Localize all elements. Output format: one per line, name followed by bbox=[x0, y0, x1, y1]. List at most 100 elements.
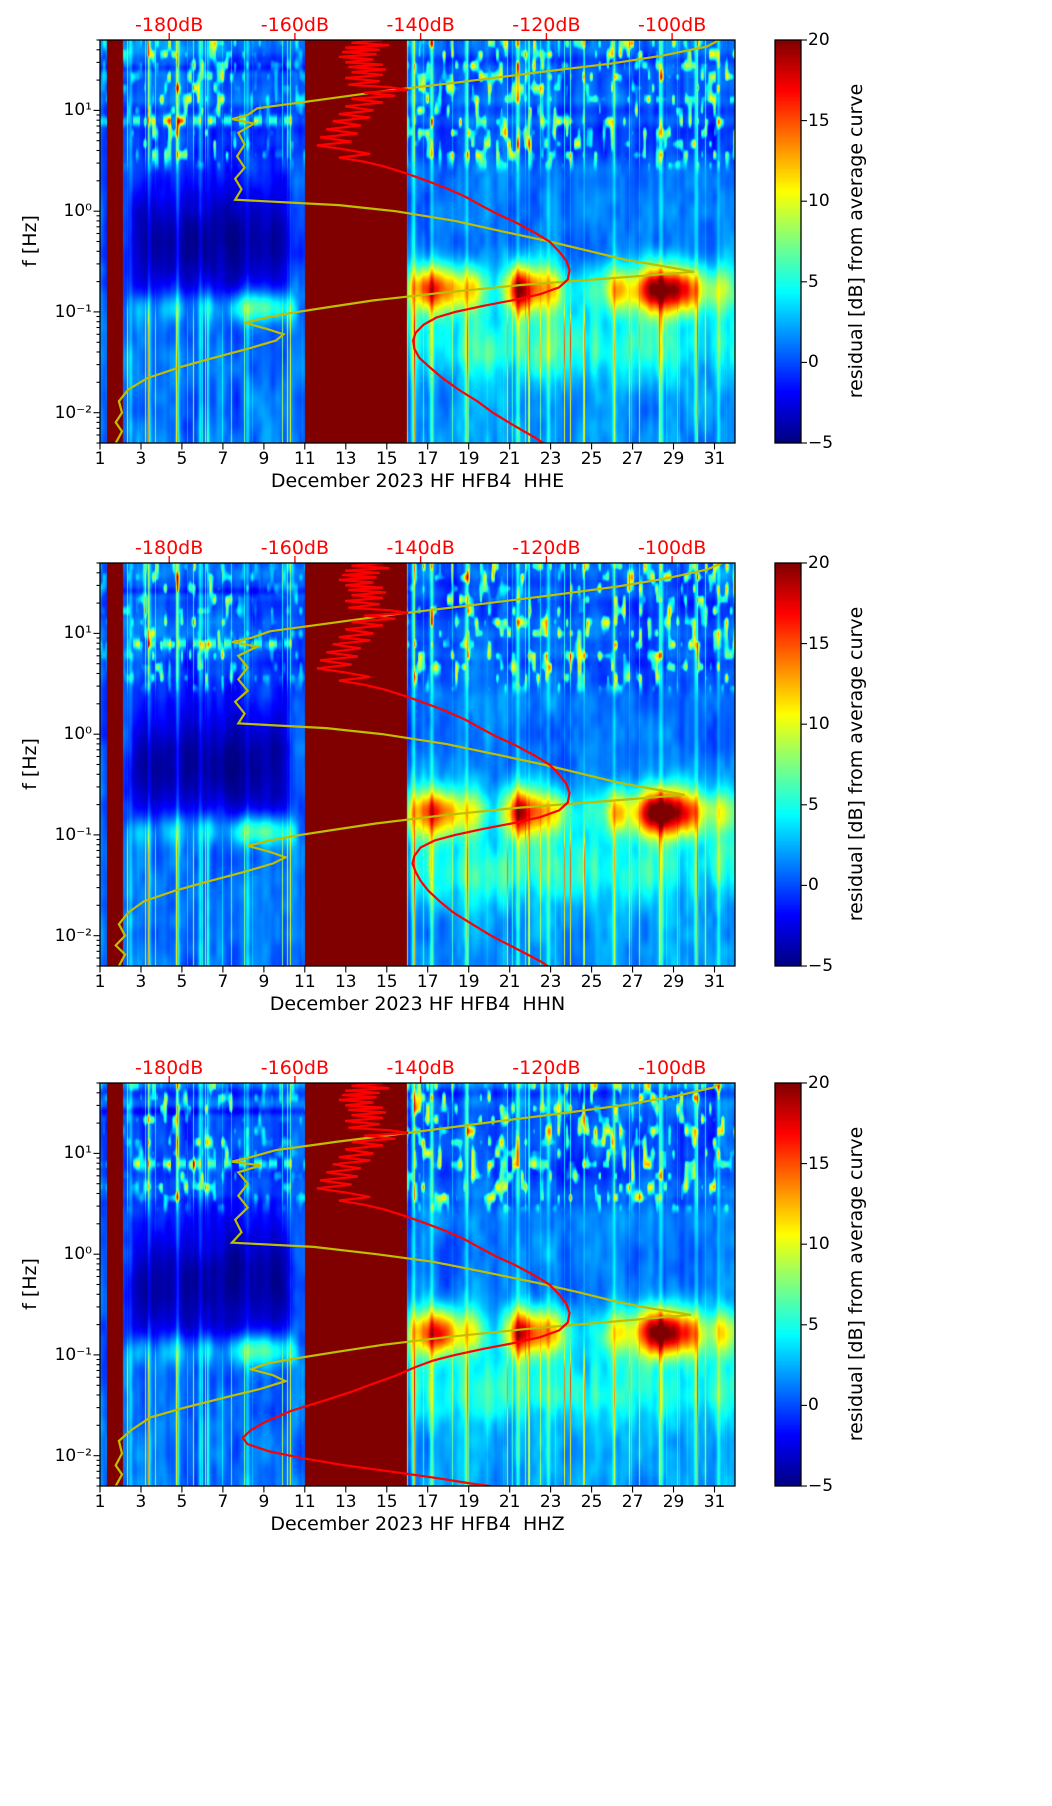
x-axis-tick-label: 5 bbox=[176, 972, 188, 992]
x-axis-tick-label: 31 bbox=[703, 449, 726, 469]
top-axis-tick-label: -180dB bbox=[135, 1057, 204, 1079]
top-axis-tick-label: -140dB bbox=[386, 14, 455, 36]
x-axis-tick-label: 3 bbox=[135, 972, 147, 992]
x-axis-tick-label: 17 bbox=[416, 449, 439, 469]
y-axis-tick-label: 10⁻¹ bbox=[54, 1344, 92, 1365]
x-axis-tick-label: 1 bbox=[94, 1492, 106, 1512]
x-axis-tick-label: 21 bbox=[498, 1492, 521, 1512]
spectrogram-heatmap bbox=[100, 563, 735, 966]
x-axis-tick-label: 31 bbox=[703, 1492, 726, 1512]
x-axis-tick-label: 3 bbox=[135, 449, 147, 469]
colorbar-tick-label: 20 bbox=[808, 1073, 830, 1093]
colorbar-tick-label: 10 bbox=[808, 1234, 830, 1255]
x-axis-label: December 2023 HF HFB4 HHE bbox=[270, 470, 565, 492]
colorbar-gradient bbox=[775, 563, 801, 966]
top-axis-tick-label: -160dB bbox=[260, 1057, 329, 1079]
colorbar-tick-label: −5 bbox=[808, 433, 834, 453]
x-axis-tick-label: 23 bbox=[539, 449, 562, 469]
y-axis-tick-label: 10⁰ bbox=[63, 1244, 92, 1265]
x-axis-tick-label: 29 bbox=[662, 1492, 685, 1512]
x-axis-tick-label: 27 bbox=[621, 449, 644, 469]
x-axis-tick-label: 23 bbox=[539, 972, 562, 992]
x-axis-tick-label: 7 bbox=[217, 972, 229, 992]
x-axis-tick-label: 25 bbox=[580, 972, 603, 992]
x-axis-label: December 2023 HF HFB4 HHZ bbox=[270, 1513, 565, 1535]
x-axis-tick-label: 11 bbox=[294, 449, 316, 469]
x-axis-tick-label: 9 bbox=[258, 972, 270, 992]
x-axis-tick-label: 7 bbox=[217, 449, 229, 469]
x-axis-tick-label: 19 bbox=[457, 972, 480, 992]
top-axis-tick-label: -100dB bbox=[638, 14, 707, 36]
y-axis-tick-label: 10⁻² bbox=[54, 925, 92, 946]
x-axis-tick-label: 29 bbox=[662, 449, 685, 469]
y-axis-tick-label: 10¹ bbox=[63, 1143, 92, 1164]
x-axis-tick-label: 15 bbox=[375, 1492, 398, 1512]
x-axis-tick-label: 9 bbox=[258, 449, 270, 469]
x-axis-label: December 2023 HF HFB4 HHN bbox=[269, 993, 566, 1015]
colorbar-tick-label: 20 bbox=[808, 30, 830, 50]
x-axis-tick-label: 1 bbox=[94, 449, 106, 469]
x-axis-tick-label: 15 bbox=[375, 449, 398, 469]
x-axis-tick-label: 7 bbox=[217, 1492, 229, 1512]
x-axis-tick-label: 3 bbox=[135, 1492, 147, 1512]
spectrogram-heatmap bbox=[100, 40, 735, 443]
colorbar-tick-label: 15 bbox=[808, 110, 830, 131]
top-axis-tick-label: -120dB bbox=[512, 14, 581, 36]
x-axis-tick-label: 25 bbox=[580, 449, 603, 469]
top-axis-tick-label: -120dB bbox=[512, 537, 581, 559]
top-axis-tick-label: -160dB bbox=[260, 14, 329, 36]
x-axis-tick-label: 1 bbox=[94, 972, 106, 992]
colorbar-tick-label: 0 bbox=[808, 1395, 819, 1416]
y-axis-tick-label: 10⁻² bbox=[54, 402, 92, 423]
x-axis-tick-label: 11 bbox=[294, 972, 316, 992]
colorbar-tick-label: 0 bbox=[808, 352, 819, 373]
colorbar-label: residual [dB] from average curve bbox=[845, 83, 867, 399]
x-axis-tick-label: 15 bbox=[375, 972, 398, 992]
y-axis-tick-label: 10¹ bbox=[63, 100, 92, 121]
x-axis-tick-label: 17 bbox=[416, 972, 439, 992]
x-axis-tick-label: 11 bbox=[294, 1492, 316, 1512]
colorbar-tick-label: 5 bbox=[808, 1314, 819, 1335]
top-axis-tick-label: -100dB bbox=[638, 1057, 707, 1079]
y-axis-label: f [Hz] bbox=[19, 1258, 41, 1310]
y-axis-tick-label: 10⁻² bbox=[54, 1445, 92, 1466]
x-axis-tick-label: 19 bbox=[457, 449, 480, 469]
panel-hhn: -180dB -160dB -140dB -120dB -100dB f [Hz] 10… bbox=[0, 537, 1052, 1060]
x-axis-tick-label: 19 bbox=[457, 1492, 480, 1512]
spectrogram-heatmap bbox=[100, 1083, 735, 1486]
x-axis-tick-label: 27 bbox=[621, 972, 644, 992]
x-axis-tick-label: 23 bbox=[539, 1492, 562, 1512]
colorbar-gradient bbox=[775, 1083, 801, 1486]
colorbar-label: residual [dB] from average curve bbox=[845, 606, 867, 922]
colorbar-tick-label: 10 bbox=[808, 714, 830, 735]
colorbar-tick-label: 5 bbox=[808, 271, 819, 292]
colorbar-tick-label: 20 bbox=[808, 553, 830, 573]
x-axis-tick-label: 17 bbox=[416, 1492, 439, 1512]
colorbar-gradient bbox=[775, 40, 801, 443]
top-axis-tick-label: -140dB bbox=[386, 1057, 455, 1079]
colorbar-tick-label: 5 bbox=[808, 794, 819, 815]
x-axis-tick-label: 5 bbox=[176, 1492, 188, 1512]
y-axis-tick-label: 10⁻¹ bbox=[54, 824, 92, 845]
panel-hhz: -180dB -160dB -140dB -120dB -100dB f [Hz] 10… bbox=[0, 1057, 1052, 1580]
top-axis-tick-label: -120dB bbox=[512, 1057, 581, 1079]
top-axis-tick-label: -140dB bbox=[386, 537, 455, 559]
colorbar-tick-label: 10 bbox=[808, 191, 830, 212]
y-axis-tick-label: 10⁻¹ bbox=[54, 301, 92, 322]
y-axis-label: f [Hz] bbox=[19, 215, 41, 267]
panel-hhe: -180dB -160dB -140dB -120dB -100dB f [Hz] 10… bbox=[0, 14, 1052, 537]
y-axis-tick-label: 10⁰ bbox=[63, 724, 92, 745]
x-axis-tick-label: 9 bbox=[258, 1492, 270, 1512]
top-axis-tick-label: -160dB bbox=[260, 537, 329, 559]
y-axis-tick-label: 10⁰ bbox=[63, 201, 92, 222]
x-axis-tick-label: 29 bbox=[662, 972, 685, 992]
x-axis-tick-label: 27 bbox=[621, 1492, 644, 1512]
top-axis-tick-label: -100dB bbox=[638, 537, 707, 559]
colorbar-tick-label: −5 bbox=[808, 1476, 834, 1496]
colorbar-tick-label: 0 bbox=[808, 875, 819, 896]
colorbar-label: residual [dB] from average curve bbox=[845, 1126, 867, 1442]
x-axis-tick-label: 13 bbox=[334, 449, 357, 469]
y-axis-tick-label: 10¹ bbox=[63, 623, 92, 644]
colorbar-tick-label: −5 bbox=[808, 956, 834, 976]
